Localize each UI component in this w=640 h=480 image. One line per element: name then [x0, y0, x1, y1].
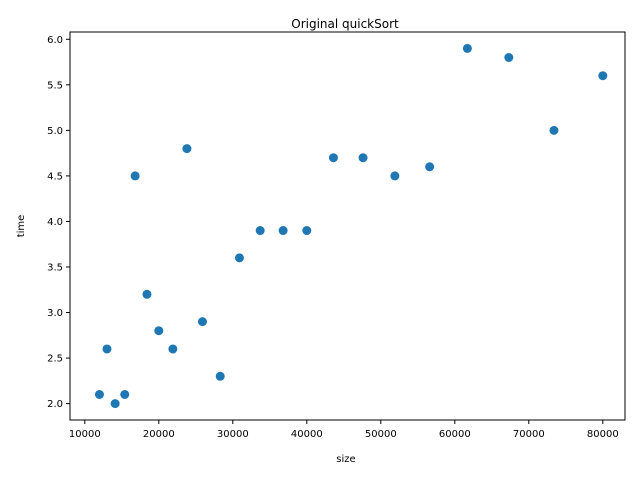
y-axis-ticks: 2.0 2.5 3.0 3.5 4.0 4.5 5.0 5.5 6.0	[47, 35, 70, 410]
y-tick-label-3: 3.0	[47, 308, 63, 319]
data-point-18	[390, 171, 400, 181]
data-point-2	[102, 344, 112, 354]
y-axis-label: time	[16, 215, 27, 238]
x-tick-label-7: 70000	[513, 429, 545, 440]
data-point-15	[302, 226, 312, 236]
data-point-16	[328, 153, 338, 163]
y-tick-label-9: 6.0	[47, 35, 63, 46]
plot-area-frame	[69, 31, 626, 421]
data-point-14	[278, 226, 288, 236]
data-point-6	[142, 289, 152, 299]
data-point-19	[425, 162, 435, 172]
data-point-10	[197, 317, 207, 327]
data-point-20	[462, 43, 472, 53]
data-point-17	[358, 153, 368, 163]
y-tick-label-1: 2.0	[47, 399, 63, 410]
data-point-9	[182, 144, 192, 154]
data-point-8	[168, 344, 178, 354]
chart-title: Original quickSort	[291, 17, 399, 31]
x-tick-label-6: 60000	[439, 429, 471, 440]
y-tick-label-4: 3.5	[47, 262, 63, 273]
x-tick-label-4: 40000	[291, 429, 323, 440]
x-tick-label-8: 80000	[587, 429, 619, 440]
data-point-1	[94, 390, 104, 399]
data-point-22	[549, 125, 559, 135]
data-point-7	[154, 326, 164, 336]
data-point-11	[215, 371, 225, 381]
x-tick-label-2: 20000	[143, 429, 175, 440]
y-tick-label-5: 4.0	[47, 217, 63, 228]
data-point-12	[234, 253, 244, 263]
data-point-5	[130, 171, 140, 181]
x-axis-ticks: 10000 20000 30000 40000 50000 60000 70000 80000	[69, 420, 619, 440]
x-tick-label-1: 10000	[69, 429, 101, 440]
data-point-3	[110, 399, 120, 409]
y-tick-label-2: 2.5	[47, 354, 63, 365]
data-point-21	[504, 53, 514, 62]
y-tick-label-7: 5.0	[47, 126, 63, 137]
x-tick-label-5: 50000	[365, 429, 397, 440]
data-point-13	[255, 226, 265, 236]
x-axis-label: size	[336, 454, 355, 465]
x-tick-label-3: 30000	[217, 429, 249, 440]
y-tick-label-8: 5.5	[47, 80, 63, 91]
data-point-23	[598, 71, 608, 81]
data-point-4	[120, 390, 130, 399]
y-tick-label-6: 4.5	[47, 171, 63, 182]
points-layer	[94, 43, 608, 409]
